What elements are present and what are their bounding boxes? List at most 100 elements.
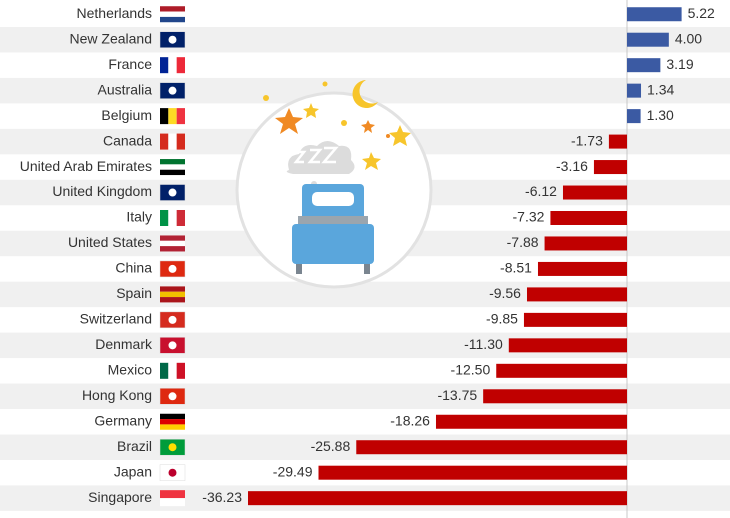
bar xyxy=(544,236,627,251)
illustration xyxy=(235,80,433,289)
flag-part xyxy=(160,164,185,170)
bar xyxy=(550,210,627,225)
value-label: 5.22 xyxy=(688,5,715,21)
category-label: United Arab Emirates xyxy=(20,158,152,174)
flag-part xyxy=(168,468,177,477)
category-label: Spain xyxy=(116,285,152,301)
flag-part xyxy=(168,86,177,95)
bar xyxy=(523,312,627,327)
value-label: -36.23 xyxy=(202,489,242,505)
value-label: -25.88 xyxy=(311,438,351,454)
bar xyxy=(627,58,661,73)
category-label: United Kingdom xyxy=(52,183,152,199)
bar xyxy=(627,109,641,124)
flag-icon xyxy=(160,286,185,303)
flag-part xyxy=(160,424,185,430)
category-label: Mexico xyxy=(108,362,153,378)
bar xyxy=(248,491,627,506)
flag-icon xyxy=(159,31,186,48)
flag-part xyxy=(160,169,185,176)
value-label: 4.00 xyxy=(675,30,702,46)
flag-part xyxy=(160,246,185,252)
bar xyxy=(627,32,669,47)
flag-icon xyxy=(160,159,185,176)
flag-icon xyxy=(160,209,185,226)
flag-icon xyxy=(160,6,185,23)
bar xyxy=(483,389,627,404)
flag-icon xyxy=(159,464,186,481)
bar xyxy=(562,185,627,200)
category-label: Belgium xyxy=(101,107,152,123)
flag-part xyxy=(168,133,177,150)
value-label: -7.88 xyxy=(507,234,539,250)
flag-part xyxy=(160,413,185,420)
category-label: Hong Kong xyxy=(82,387,152,403)
category-label: New Zealand xyxy=(70,30,153,46)
flag-part xyxy=(160,419,185,425)
flag-part xyxy=(160,240,185,247)
bar xyxy=(627,7,682,22)
category-label: Australia xyxy=(98,81,153,97)
bar xyxy=(356,440,627,455)
category-label: Netherlands xyxy=(77,5,153,21)
flag-part xyxy=(160,498,185,507)
flag-part xyxy=(168,264,177,273)
flag-part xyxy=(160,6,185,12)
flag-icon xyxy=(159,438,186,456)
bar xyxy=(627,83,642,98)
flag-part xyxy=(160,297,185,303)
flag-part xyxy=(176,108,185,125)
flag-part xyxy=(160,490,185,499)
flag-part xyxy=(168,341,177,350)
bar xyxy=(593,160,627,175)
flag-part xyxy=(168,57,177,74)
row-stripe xyxy=(0,26,730,53)
bar xyxy=(537,261,627,276)
bar xyxy=(526,287,627,302)
value-label: -9.56 xyxy=(489,285,521,301)
category-label: France xyxy=(108,56,152,72)
value-label: -8.51 xyxy=(500,260,532,276)
flag-icon xyxy=(160,108,185,125)
flag-part xyxy=(176,362,185,379)
category-label: Germany xyxy=(94,412,152,428)
category-label: Singapore xyxy=(88,489,152,505)
flag-icon xyxy=(160,133,185,150)
value-label: 1.34 xyxy=(647,81,674,97)
category-label: Canada xyxy=(103,132,152,148)
flag-part xyxy=(160,159,185,165)
flag-part xyxy=(168,443,177,452)
flag-part xyxy=(160,16,185,23)
flag-icon xyxy=(160,490,185,507)
category-label: Brazil xyxy=(117,438,152,454)
bar xyxy=(508,338,627,353)
value-label: -12.50 xyxy=(451,362,491,378)
bar xyxy=(318,465,627,480)
flag-icon xyxy=(160,57,185,74)
flag-icon xyxy=(159,337,186,354)
value-label: -6.12 xyxy=(525,183,557,199)
flag-part xyxy=(168,108,177,125)
flag-part xyxy=(176,209,185,226)
flag-part xyxy=(160,11,185,17)
flag-part xyxy=(168,209,177,226)
flag-icon xyxy=(159,260,186,278)
value-label: -13.75 xyxy=(437,387,477,403)
value-label: -29.49 xyxy=(273,463,313,479)
flag-part xyxy=(160,209,169,226)
category-label: China xyxy=(115,260,152,276)
flag-part xyxy=(160,286,185,292)
value-label: 3.19 xyxy=(666,56,693,72)
category-label: Switzerland xyxy=(80,311,152,327)
flag-part xyxy=(168,35,177,44)
flag-part xyxy=(160,108,169,125)
flag-part xyxy=(160,57,169,74)
bar xyxy=(496,363,627,378)
flag-part xyxy=(168,392,177,401)
value-label: -3.16 xyxy=(556,158,588,174)
flag-icon xyxy=(159,311,186,329)
value-label: -9.85 xyxy=(486,311,518,327)
flag-icon xyxy=(159,82,186,99)
category-label: Italy xyxy=(126,209,152,225)
flag-part xyxy=(176,57,185,74)
